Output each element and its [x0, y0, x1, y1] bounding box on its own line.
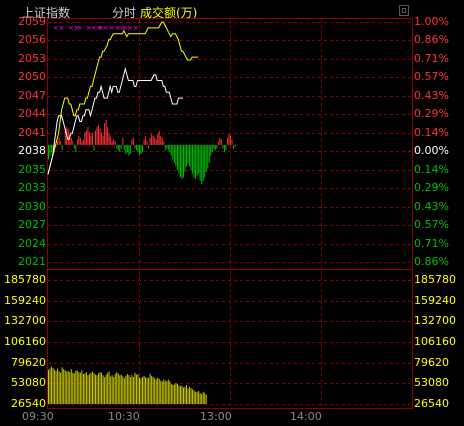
event-marker: × — [98, 24, 104, 32]
percent-label-right: 0.71% — [414, 237, 449, 250]
price-label-left: 2030 — [18, 200, 46, 213]
event-marker: × — [127, 24, 133, 32]
event-marker: × — [109, 24, 115, 32]
event-marker: × — [115, 24, 121, 32]
price-label-left: 2047 — [18, 89, 46, 102]
time-label: 14:00 — [290, 410, 322, 423]
price-line-white — [47, 66, 183, 175]
volume-bars — [48, 366, 207, 404]
volume-label-right: 79620 — [414, 356, 449, 369]
volume-label-left: 26540 — [11, 397, 46, 410]
volume-label-left: 132700 — [4, 314, 46, 327]
percent-label-right: 0.29% — [414, 181, 449, 194]
percent-label-right: 0.14% — [414, 163, 449, 176]
volume-label-left: 106160 — [4, 335, 46, 348]
price-label-left: 2044 — [18, 107, 46, 120]
price-label-left: 2035 — [18, 163, 46, 176]
percent-label-right: 0.86% — [414, 33, 449, 46]
event-marker: × — [74, 24, 80, 32]
price-label-left: 2033 — [18, 181, 46, 194]
volume-label-right: 159240 — [414, 294, 456, 307]
price-label-left: 2041 — [18, 126, 46, 139]
price-label-left: 2050 — [18, 70, 46, 83]
restore-icon[interactable] — [399, 5, 409, 16]
event-marker: × — [103, 24, 109, 32]
percent-label-right: 1.00% — [414, 15, 449, 28]
volume-label: 成交额(万) — [140, 6, 198, 20]
volume-label-right: 132700 — [414, 314, 456, 327]
bias-bars — [48, 119, 236, 185]
percent-label-right: 0.43% — [414, 89, 449, 102]
percent-label-right: 0.71% — [414, 52, 449, 65]
event-marker: × — [122, 24, 128, 32]
price-label-left: 2024 — [18, 237, 46, 250]
price-label-left: 2021 — [18, 255, 46, 268]
event-marker: × — [68, 24, 74, 32]
event-marker: × — [59, 24, 65, 32]
percent-label-right: 0.00% — [414, 144, 449, 157]
price-label-left: 2038 — [18, 144, 46, 157]
time-label: 10:30 — [108, 410, 140, 423]
volume-label-left: 53080 — [11, 376, 46, 389]
volume-label-right: 53080 — [414, 376, 449, 389]
price-lines — [47, 21, 199, 175]
time-label: 13:00 — [200, 410, 232, 423]
volume-label-right: 26540 — [414, 397, 449, 410]
event-marker: × — [133, 24, 139, 32]
percent-label-right: 0.57% — [414, 218, 449, 231]
volume-label-left: 185780 — [4, 273, 46, 286]
volume-label-right: 185780 — [414, 273, 456, 286]
percent-label-right: 0.43% — [414, 200, 449, 213]
percent-label-right: 0.57% — [414, 70, 449, 83]
event-marker: × — [119, 24, 125, 32]
tab-timeshare[interactable]: 分时 — [112, 6, 137, 20]
price-label-left: 2027 — [18, 218, 46, 231]
price-line-yellow — [47, 21, 199, 175]
percent-label-right: 0.86% — [414, 255, 449, 268]
event-marker: × — [90, 24, 96, 32]
event-marker: × — [97, 24, 103, 32]
event-marker: × — [77, 24, 83, 32]
volume-label-left: 159240 — [4, 294, 46, 307]
price-label-left: 2056 — [18, 33, 46, 46]
price-label-left: 2059 — [18, 15, 46, 28]
percent-label-right: 0.14% — [414, 126, 449, 139]
chart-frame — [47, 18, 413, 409]
index-name: 上证指数 — [22, 6, 71, 20]
percent-label-right: 0.29% — [414, 107, 449, 120]
event-marker: × — [86, 24, 92, 32]
chart-grid — [47, 18, 413, 409]
time-label: 09:30 — [22, 410, 54, 423]
event-markers: × × × ×× ×× ××× × ×××× × — [53, 24, 139, 32]
volume-label-left: 79620 — [11, 356, 46, 369]
volume-label-right: 106160 — [414, 335, 456, 348]
price-label-left: 2053 — [18, 52, 46, 65]
event-marker: × — [53, 24, 59, 32]
